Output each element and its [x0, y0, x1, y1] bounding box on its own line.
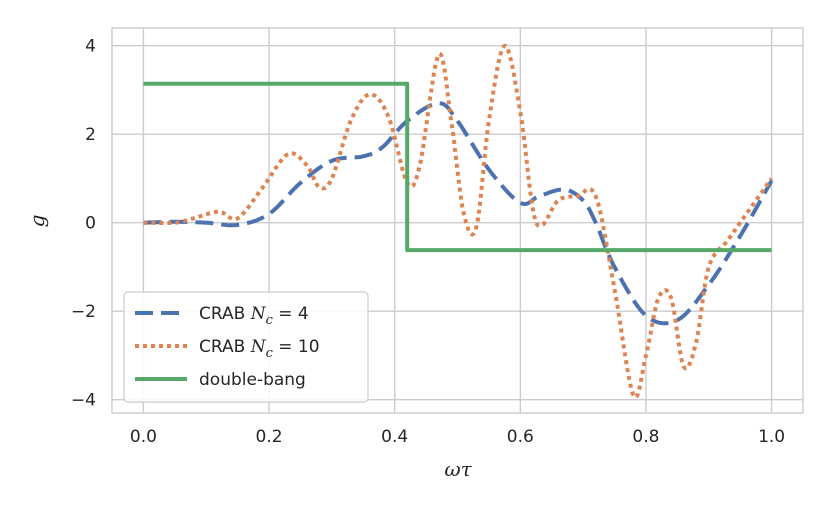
- y-tick-label: 2: [85, 125, 96, 145]
- series-layer: [142, 43, 774, 400]
- y-tick-label: −2: [71, 302, 96, 322]
- series-line-2: [142, 43, 774, 400]
- x-tick-labels: 0.0 0.2 0.4 0.6 0.8 1.0: [130, 427, 785, 447]
- y-tick-label: −4: [71, 391, 96, 411]
- y-axis-label: g: [25, 215, 49, 228]
- y-tick-label: 4: [85, 37, 96, 57]
- legend-box: [123, 291, 369, 403]
- legend: CRAB Nc = 4 CRAB Nc = 10 double-bang: [123, 291, 369, 403]
- series-line-3: [143, 81, 772, 253]
- legend-label: CRAB Nc = 10: [199, 337, 320, 361]
- series-line-1: [142, 101, 774, 326]
- y-tick-labels: −4 −2 0 2 4: [71, 37, 96, 411]
- plot-frame: [111, 27, 804, 414]
- x-tick-label: 0.2: [256, 427, 283, 447]
- legend-label: double-bang: [199, 370, 306, 390]
- x-tick-label: 0.4: [381, 427, 408, 447]
- x-tick-label: 1.0: [758, 427, 785, 447]
- x-tick-label: 0.8: [632, 427, 659, 447]
- x-axis-label: ωτ: [444, 457, 472, 481]
- x-tick-label: 0.6: [507, 427, 534, 447]
- y-tick-label: 0: [85, 214, 96, 234]
- x-tick-label: 0.0: [130, 427, 157, 447]
- legend-label: CRAB Nc = 4: [199, 304, 309, 328]
